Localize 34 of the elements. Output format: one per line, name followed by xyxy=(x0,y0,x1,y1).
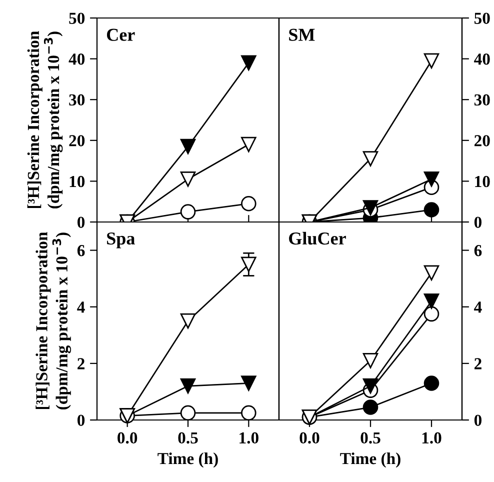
y-tick-label: 0 xyxy=(77,216,85,228)
x-tick-label: 1.0 xyxy=(240,432,258,444)
y-tick-label: 10 xyxy=(70,176,85,188)
y-tick-label: 4 xyxy=(77,302,85,313)
y2-tick-label: 50 xyxy=(474,12,490,24)
chart-title: Cer xyxy=(106,28,135,41)
y-tick-label: 0 xyxy=(77,414,85,426)
y2-tick-label: 30 xyxy=(474,94,490,106)
text: Spa xyxy=(107,232,135,248)
y-axis-title: [³H]Serine Incorporation (dpm/mg protein x 10$^{−3}$) xyxy=(27,30,63,208)
x-tick-label: 1.0 xyxy=(422,432,442,444)
y2-tick-label: 6 xyxy=(474,245,482,256)
y-tick-label: 30 xyxy=(69,94,85,106)
y2-tick-label: 0 xyxy=(474,216,482,228)
x-tick-label: 0.0 xyxy=(300,432,320,444)
x-tick-label: 0.5 xyxy=(360,432,380,444)
y2-tick-label: 4 xyxy=(474,302,482,313)
y2-tick-label: 20 xyxy=(474,135,490,146)
y2-tick-label: 10 xyxy=(475,176,490,188)
chart-title: GluCer xyxy=(289,232,346,245)
y-tick-label: 40 xyxy=(68,54,85,65)
y-tick-label: 50 xyxy=(69,12,85,24)
y2-tick-label: 40 xyxy=(474,54,490,65)
y2-tick-label: 0 xyxy=(474,414,482,426)
y2-tick-label: 2 xyxy=(474,358,482,370)
y-tick-label: 6 xyxy=(77,245,85,256)
chart-title: SM xyxy=(289,28,315,41)
y-axis-title: [³H]Serine Incorporation (dpm/mg protein x 10$^{−3}$) xyxy=(36,232,72,410)
x-axis-title: Time (h) xyxy=(340,452,400,468)
x-axis-title: Time (h) xyxy=(158,452,218,468)
y-tick-label: 20 xyxy=(69,135,85,146)
x-tick-label: 0.0 xyxy=(118,432,138,444)
y-tick-label: 2 xyxy=(78,358,84,370)
x-tick-label: 0.5 xyxy=(178,432,198,444)
